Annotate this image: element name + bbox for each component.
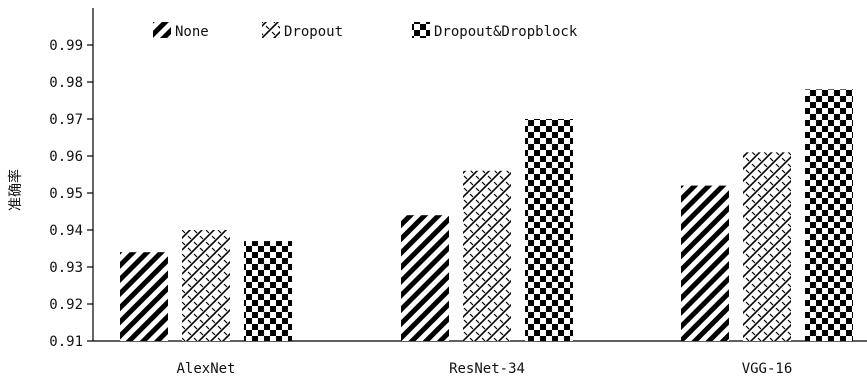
y-tick-label: 0.94 [49, 223, 83, 239]
bar-none-resnet-34 [401, 215, 449, 341]
bar-dropout-resnet-34 [463, 170, 511, 341]
legend-swatch-none [153, 22, 171, 38]
bar-dropout-dropblock-resnet-34 [525, 119, 573, 341]
y-tick-label: 0.95 [49, 186, 83, 202]
bar-none-alexnet [120, 252, 168, 341]
y-tick-label: 0.92 [49, 297, 83, 313]
x-category-label: AlexNet [176, 361, 235, 377]
legend-label: Dropout [284, 24, 343, 40]
legend-label: None [175, 24, 209, 40]
legend: None Dropout Dropout&Dropblock [153, 22, 578, 40]
legend-swatch-dropout [262, 22, 280, 38]
y-tick-label: 0.91 [49, 334, 83, 350]
legend-swatch-dropout-dropblock [412, 22, 430, 38]
y-axis-label: 准确率 [7, 169, 24, 211]
bars-group [120, 89, 853, 342]
bar-dropout-dropblock-alexnet [244, 241, 292, 341]
x-category-label: ResNet-34 [449, 361, 525, 377]
bar-dropout-vgg-16 [743, 152, 791, 341]
bar-dropout-alexnet [182, 230, 230, 341]
y-tick-label: 0.97 [49, 112, 83, 128]
x-category-label: VGG-16 [742, 361, 793, 377]
bar-dropout-dropblock-vgg-16 [805, 89, 853, 342]
y-tick-label: 0.99 [49, 38, 83, 54]
y-tick-label: 0.98 [49, 75, 83, 91]
bar-none-vgg-16 [681, 185, 729, 341]
axes: 0.91 0.92 0.93 0.94 0.95 0.96 0.97 0.98 0.99 Alex… [49, 8, 867, 377]
y-tick-label: 0.96 [49, 149, 83, 165]
y-tick-label: 0.93 [49, 260, 83, 276]
legend-label: Dropout&Dropblock [434, 24, 578, 40]
